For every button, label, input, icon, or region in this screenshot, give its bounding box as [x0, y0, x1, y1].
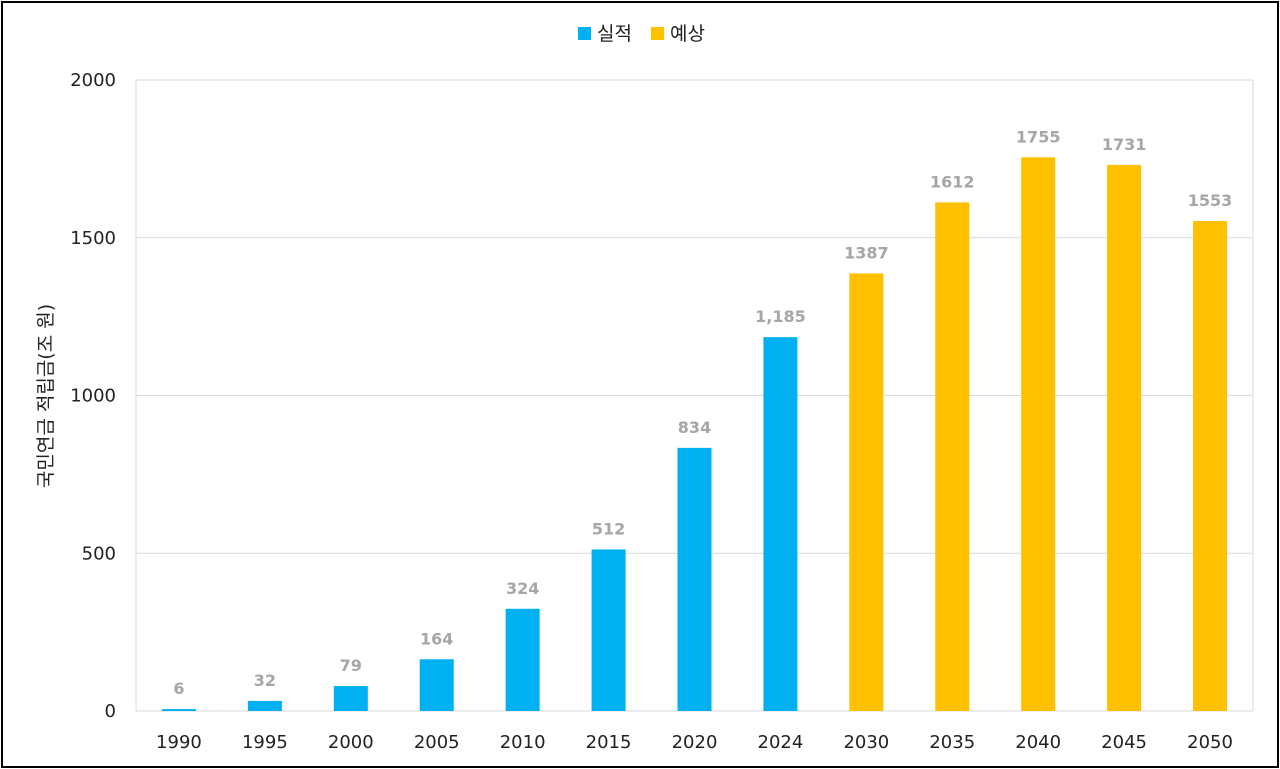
x-tick-label: 2000: [328, 732, 374, 753]
bar-forecast-2050: [1193, 221, 1228, 711]
bar-actual-2010: [505, 608, 540, 711]
gridlines: [135, 79, 1254, 712]
legend: 실적 예상: [578, 23, 705, 45]
bar-forecast-2045: [1107, 164, 1142, 711]
data-label-2030: 1387: [844, 243, 889, 262]
bar-actual-1990: [161, 709, 196, 711]
bar-actual-2015: [591, 549, 626, 711]
bar-actual-2000: [333, 686, 368, 711]
bars: [161, 157, 1228, 712]
x-tick-label: 2045: [1101, 732, 1147, 753]
data-label-2015: 512: [592, 519, 625, 538]
x-axis-ticks: 1990 1995 2000 2005 2010 2015 2020 2024 2030 2035…: [156, 732, 1233, 753]
data-labels: 6 32 79 164 324 512 834 1,185 1387 1612 1755 1731 15…: [173, 127, 1232, 698]
data-label-2050: 1553: [1188, 191, 1233, 210]
bar-forecast-2035: [935, 202, 970, 711]
y-tick-label: 500: [82, 543, 116, 564]
x-tick-label: 2010: [500, 732, 546, 753]
x-tick-label: 2040: [1015, 732, 1061, 753]
x-tick-label: 2035: [929, 732, 975, 753]
legend-swatch-actual: [578, 27, 591, 40]
bar-actual-1995: [247, 700, 282, 711]
x-tick-label: 2005: [414, 732, 460, 753]
x-tick-label: 1990: [156, 732, 202, 753]
x-tick-label: 2020: [672, 732, 718, 753]
x-tick-label: 1995: [242, 732, 288, 753]
legend-label-actual: 실적: [597, 23, 632, 45]
data-label-1995: 32: [254, 671, 276, 690]
bar-actual-2020: [677, 447, 712, 711]
x-tick-label: 2024: [758, 732, 804, 753]
y-tick-label: 1500: [70, 228, 116, 249]
data-label-2035: 1612: [930, 172, 975, 191]
data-label-2000: 79: [340, 656, 362, 675]
bar-actual-2005: [419, 659, 454, 711]
y-tick-label: 1000: [70, 386, 116, 407]
data-label-2005: 164: [420, 629, 453, 648]
data-label-2045: 1731: [1102, 135, 1147, 154]
x-tick-label: 2030: [843, 732, 889, 753]
data-label-2010: 324: [506, 579, 539, 598]
y-tick-label: 2000: [70, 70, 116, 91]
legend-label-forecast: 예상: [670, 23, 705, 45]
data-label-2040: 1755: [1016, 127, 1061, 146]
data-label-2024: 1,185: [755, 307, 806, 326]
y-tick-label: 0: [105, 701, 116, 722]
data-label-2020: 834: [678, 418, 711, 437]
data-label-1990: 6: [173, 679, 184, 698]
y-axis-label: 국민연금 적립금(조 원): [35, 304, 57, 488]
bar-forecast-2030: [849, 273, 884, 711]
x-tick-label: 2050: [1187, 732, 1233, 753]
bar-forecast-2040: [1021, 157, 1056, 712]
x-tick-label: 2015: [586, 732, 632, 753]
legend-swatch-forecast: [651, 27, 664, 40]
y-axis-ticks: 0 500 1000 1500 2000: [70, 70, 116, 722]
bar-actual-2024: [763, 337, 798, 711]
